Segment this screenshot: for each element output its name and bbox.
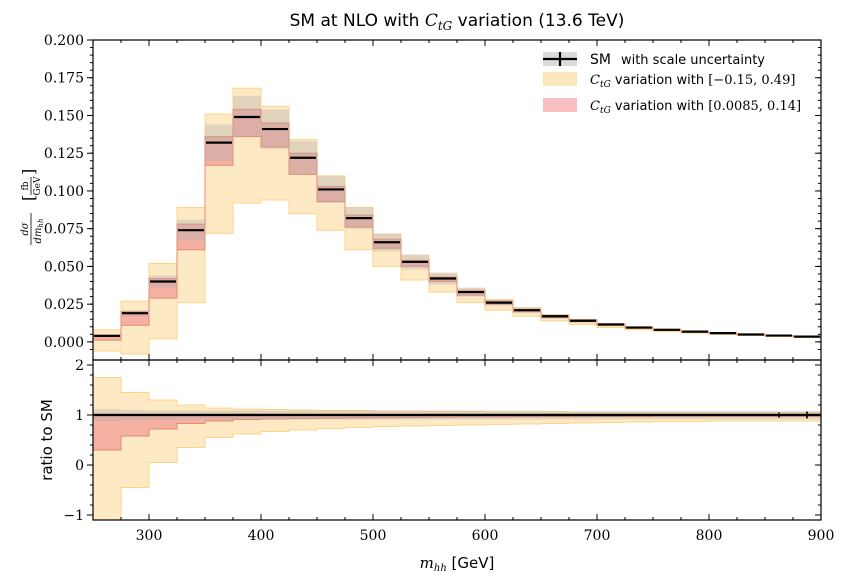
x-tick-label-500: 500 — [360, 528, 387, 544]
x-tick-label-900: 900 — [808, 528, 835, 544]
bottom-y-tick-label: 2 — [75, 358, 84, 374]
chart-title: SM at NLO with CtG variation (13.6 TeV) — [290, 11, 625, 33]
top-y-tick-label: 0.175 — [44, 71, 84, 87]
top-panel-frame — [92, 39, 822, 361]
top-y-axis-label: dσ dmhh [ fb GeV ] — [19, 169, 45, 245]
svg-text:dmhh: dmhh — [33, 219, 45, 244]
svg-text:CtG variation with [0.0085, 0.: CtG variation with [0.0085, 0.14] — [590, 99, 801, 116]
top-y-tick-label: 0.125 — [44, 146, 84, 162]
top-y-tick-label: 0.150 — [44, 108, 84, 124]
svg-text:CtG variation with [−0.15, 0.4: CtG variation with [−0.15, 0.49] — [590, 73, 795, 90]
ratio-panel — [92, 377, 822, 521]
svg-text:dσ: dσ — [20, 221, 31, 235]
bottom-y-tick-label: 0 — [75, 458, 84, 474]
ratio-wide-variation-band — [92, 377, 822, 521]
legend-entry-sm: SM with scale uncertainty — [543, 52, 765, 68]
svg-text:]: ] — [19, 169, 38, 175]
svg-text:GeV: GeV — [33, 176, 43, 196]
main-distribution-panel — [92, 87, 822, 355]
scale-uncertainty-band — [93, 95, 821, 338]
svg-text:[: [ — [19, 195, 38, 201]
legend: SM with scale uncertainty CtG variation w… — [543, 52, 801, 116]
legend-entry-narrow-variation: CtG variation with [0.0085, 0.14] — [543, 98, 801, 116]
legend-entry-wide-variation: CtG variation with [−0.15, 0.49] — [543, 72, 795, 90]
x-tick-label-400: 400 — [248, 528, 275, 544]
x-tick-label-700: 700 — [584, 528, 611, 544]
top-y-tick-label: 0.025 — [44, 297, 84, 313]
top-y-tick-label: 0.050 — [44, 259, 84, 275]
x-axis-label: mhh [GeV] — [420, 554, 495, 574]
top-y-tick-label: 0.200 — [44, 33, 84, 49]
x-tick-label-600: 600 — [472, 528, 499, 544]
bottom-y-tick-label: 1 — [75, 408, 84, 424]
top-y-tick-label: 0.075 — [44, 222, 84, 238]
top-y-tick-label: 0.100 — [44, 184, 84, 200]
bottom-y-axis-label: ratio to SM — [38, 399, 56, 481]
top-y-tick-label: 0.000 — [44, 335, 84, 351]
svg-text:fb: fb — [21, 181, 31, 190]
bottom-y-tick-label: −1 — [63, 508, 84, 524]
x-tick-label-300: 300 — [136, 528, 163, 544]
x-tick-label-800: 800 — [696, 528, 723, 544]
